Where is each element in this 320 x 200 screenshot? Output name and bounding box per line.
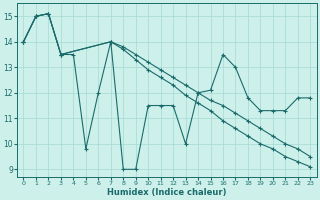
X-axis label: Humidex (Indice chaleur): Humidex (Indice chaleur) <box>107 188 227 197</box>
